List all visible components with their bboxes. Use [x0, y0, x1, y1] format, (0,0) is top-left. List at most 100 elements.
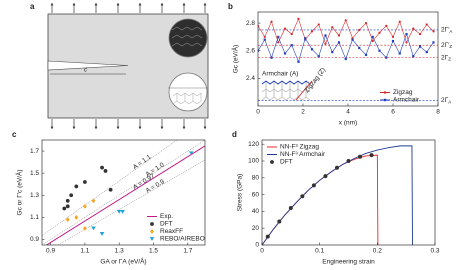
y-tick-label: 2.8 — [246, 20, 255, 27]
y-tick-label: 120 — [248, 141, 259, 148]
x-tick-label: 8 — [436, 109, 440, 116]
y-tick-label: 80 — [252, 175, 260, 182]
x-tick-label: 0.3 — [430, 248, 439, 255]
marker — [310, 48, 314, 51]
marker — [277, 219, 282, 224]
legend-label: Armchair — [393, 97, 420, 104]
marker — [65, 198, 70, 203]
marker — [300, 194, 305, 199]
marker — [311, 183, 316, 188]
reference-label-sub: A — [448, 100, 451, 105]
x-axis-label: GA or ΓA (eV/Å) — [100, 257, 146, 266]
crack — [47, 60, 129, 71]
marker — [383, 98, 387, 102]
marker — [398, 20, 401, 23]
y-tick-label: 1.1 — [30, 214, 39, 221]
x-tick-label: 0.1 — [315, 248, 324, 255]
y-axis-label: Stress (GPa) — [237, 174, 244, 212]
marker — [100, 165, 104, 170]
legend-label: ReaxFF — [160, 228, 183, 235]
series-line — [262, 145, 413, 245]
marker — [358, 28, 361, 32]
marker — [324, 42, 327, 45]
plot-area — [42, 140, 205, 245]
x-tick-label: 0.9 — [46, 248, 55, 255]
marker — [344, 57, 347, 61]
marker — [65, 217, 70, 223]
legend-label: REBO/AIREBO — [160, 236, 205, 243]
marker — [425, 50, 428, 54]
x-tick-label: 1.5 — [149, 248, 158, 255]
marker — [74, 214, 79, 220]
marker — [91, 226, 96, 231]
marker — [82, 180, 87, 184]
panel-label: b — [228, 2, 233, 11]
y-tick-label: 100 — [248, 158, 259, 165]
reference-label: 2ΓZ — [441, 54, 451, 61]
x-tick-label: 4 — [346, 109, 350, 116]
crack-label: c — [84, 67, 88, 74]
reference-line — [42, 140, 205, 245]
marker — [297, 60, 300, 63]
reference-line — [58, 159, 205, 245]
marker — [364, 21, 368, 25]
legend-label: Zigzag — [393, 89, 413, 96]
marker — [304, 37, 307, 40]
x-tick-label: 2 — [301, 109, 305, 116]
marker — [108, 187, 113, 192]
marker — [82, 203, 87, 209]
marker — [297, 17, 300, 21]
reference-label: 2Γ′Z — [441, 42, 452, 49]
marker — [369, 153, 374, 158]
marker — [418, 33, 422, 36]
insets — [168, 18, 208, 112]
y-tick-label: 1.7 — [30, 148, 39, 155]
panel-label: d — [232, 130, 237, 139]
x-tick-label: 1.3 — [115, 248, 124, 255]
y-tick-label: 0.9 — [30, 236, 39, 243]
marker — [82, 225, 87, 231]
lattice-inset — [261, 80, 313, 101]
marker — [418, 45, 422, 48]
marker — [69, 193, 74, 198]
marker — [405, 33, 408, 36]
marker — [277, 41, 280, 44]
marker — [412, 27, 415, 30]
marker — [351, 38, 354, 41]
x-tick-label: 6 — [391, 109, 395, 116]
marker — [150, 222, 154, 226]
plot-frame — [41, 139, 206, 246]
marker — [270, 20, 273, 23]
marker — [317, 55, 320, 58]
y-axis-label: Gc or Γ′c (eV/Å) — [15, 170, 24, 216]
marker — [74, 184, 79, 189]
marker — [391, 35, 395, 38]
marker — [65, 204, 70, 209]
marker — [432, 41, 435, 44]
marker — [344, 19, 347, 22]
marker — [378, 31, 381, 34]
marker — [288, 206, 293, 211]
marker — [116, 209, 122, 214]
legend-label: DFT — [160, 221, 173, 228]
marker — [149, 237, 155, 241]
marker — [150, 229, 154, 234]
plot-frame — [261, 139, 436, 246]
marker — [334, 165, 339, 170]
marker — [310, 30, 314, 33]
x-axis-label: Engineering strain — [322, 259, 375, 266]
legend-label: Exp. — [160, 213, 173, 220]
load-arrows — [50, 2, 207, 130]
marker — [331, 26, 334, 29]
x-tick-label: 1.7 — [183, 248, 192, 255]
panel-label: c — [12, 130, 17, 139]
reference-label-sub: Z — [448, 57, 451, 62]
marker — [432, 30, 435, 33]
marker — [103, 169, 108, 173]
marker — [383, 91, 387, 94]
diagram-a: a c — [30, 2, 209, 130]
x-tick-label: 0 — [260, 248, 264, 255]
y-tick-label: 60 — [252, 191, 260, 198]
y-tick-label: 20 — [252, 225, 260, 232]
